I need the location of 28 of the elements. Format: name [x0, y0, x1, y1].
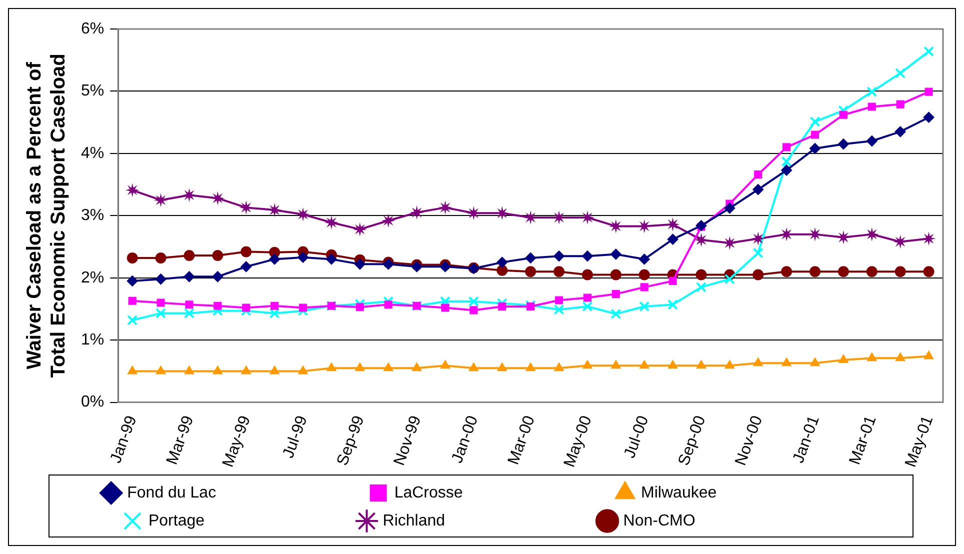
x-tick-label: Jul-99 — [280, 414, 311, 460]
x-tick-label: Mar-00 — [505, 414, 538, 468]
x-tick-label: Mar-99 — [164, 414, 198, 468]
y-tick-label: 4% — [81, 144, 104, 162]
x-tick-label: Jul-00 — [621, 414, 652, 460]
x-tick-label: Jan-00 — [448, 414, 482, 466]
y-tick-label: 0% — [81, 394, 104, 411]
y-tick-label: 2% — [81, 269, 104, 286]
legend-label: LaCrosse — [394, 484, 606, 502]
x-tick-label: Nov-00 — [732, 414, 766, 468]
y-tick-label: 6% — [81, 20, 104, 38]
x-tick-label: Sep-99 — [334, 414, 368, 468]
legend-label: Fond du Lac — [127, 484, 358, 502]
x-tick-label: Sep-00 — [676, 414, 710, 468]
x-tick-label: Jan-01 — [790, 414, 823, 466]
legend-label: Portage — [148, 512, 347, 530]
y-axis-title: Waiver Caseload as a Percent of Total Economic Support Caseload — [24, 54, 70, 378]
x-tick-label: Mar-01 — [846, 414, 880, 468]
y-tick-label: 1% — [81, 331, 104, 348]
legend-label: Milwaukee — [641, 484, 859, 502]
legend-label: Richland — [382, 512, 588, 530]
x-tick-label: May-00 — [561, 414, 596, 470]
x-tick-label: May-99 — [220, 414, 254, 470]
y-tick-label: 5% — [81, 82, 104, 100]
legend-label: Non-CMO — [623, 512, 838, 530]
x-tick-label: Nov-99 — [391, 414, 425, 468]
y-tick-label: 3% — [81, 207, 104, 224]
x-tick-label: Jan-99 — [108, 414, 140, 466]
